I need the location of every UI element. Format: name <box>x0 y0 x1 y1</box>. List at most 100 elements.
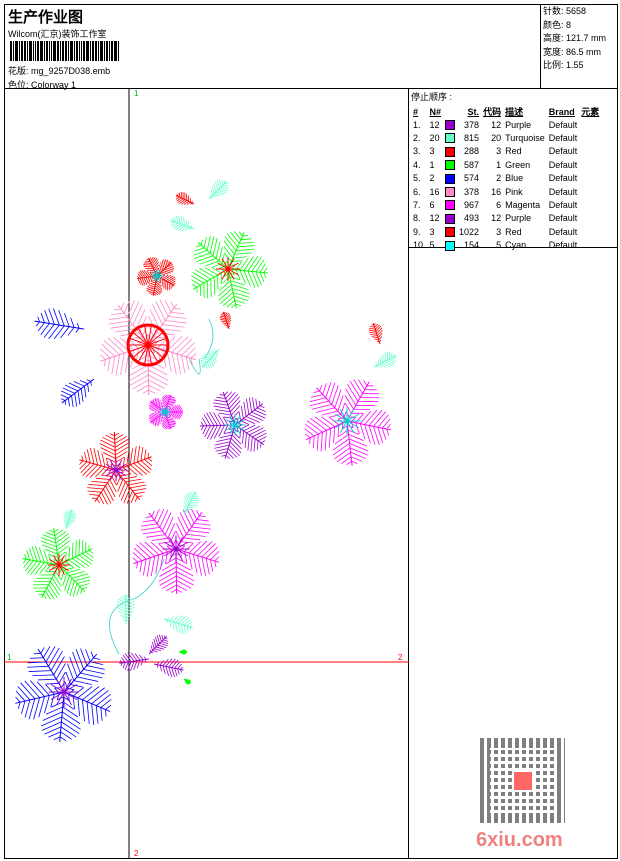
barcode-bar <box>79 41 80 61</box>
design-info: 针数: 5658 颜色: 8 高度: 121.7 mm 宽度: 86.5 mm … <box>540 4 618 88</box>
barcode-bar <box>74 41 75 61</box>
row-description: Pink <box>503 185 547 198</box>
barcode-bar <box>81 41 82 61</box>
row-element <box>579 198 601 211</box>
row-description: Cyan <box>503 239 547 252</box>
swatch-0 <box>445 120 455 130</box>
row-stitches: 1022 <box>457 225 481 238</box>
barcode-bar <box>62 41 64 61</box>
barcode-bar <box>86 41 89 61</box>
color-swatch <box>443 118 457 131</box>
barcode-bar <box>76 41 78 61</box>
row-description: Magenta <box>503 198 547 211</box>
watermark-site: 6xiu.com <box>476 829 563 852</box>
row-stitches: 378 <box>457 185 481 198</box>
swatch-7 <box>445 214 455 224</box>
row-code: 5 <box>481 239 503 252</box>
color-swatch <box>443 239 457 252</box>
design-scale: 比例: 1.55 <box>543 59 616 73</box>
row-index: 2. <box>411 131 428 144</box>
color-swatch <box>443 145 457 158</box>
barcode-bar <box>21 41 23 61</box>
row-index: 5. <box>411 172 428 185</box>
seal-stamp <box>512 770 534 792</box>
barcode-bar <box>53 41 56 61</box>
swatch-5 <box>445 187 455 197</box>
row-needle: 3 <box>428 225 444 238</box>
barcode-bar <box>40 41 43 61</box>
col-stitches: St. <box>457 105 481 118</box>
row-needle: 6 <box>428 198 444 211</box>
color-swatch <box>443 198 457 211</box>
barcode-bar <box>60 41 61 61</box>
embroidery-canvas: 1 2 1 2 <box>4 89 409 859</box>
row-index: 7. <box>411 198 428 211</box>
row-stitches: 288 <box>457 145 481 158</box>
barcode-bar <box>13 41 14 61</box>
row-brand: Default <box>547 239 580 252</box>
row-element <box>579 145 601 158</box>
row-element <box>579 212 601 225</box>
col-brand: Brand <box>547 105 580 118</box>
barcode-bar <box>24 41 26 61</box>
row-code: 1 <box>481 158 503 171</box>
row-element <box>579 158 601 171</box>
barcode-bar <box>27 41 28 61</box>
design-label: 花版: <box>8 66 29 76</box>
barcode-bar <box>33 41 34 61</box>
stitch-count: 针数: 5658 <box>543 5 616 19</box>
col-code: 代码 <box>481 105 503 118</box>
barcode-bar <box>104 41 105 61</box>
barcode-bar <box>109 41 110 61</box>
design-file: 花版: mg_9257D038.emb <box>8 64 110 77</box>
color-swatch <box>443 225 457 238</box>
row-needle: 12 <box>428 212 444 225</box>
barcode-bar <box>65 41 67 61</box>
design-width: 宽度: 86.5 mm <box>543 46 616 60</box>
color-swatch <box>443 172 457 185</box>
watermark: 6xiu.com <box>470 735 590 855</box>
row-stitches: 493 <box>457 212 481 225</box>
row-needle: 12 <box>428 118 444 131</box>
row-needle: 5 <box>428 239 444 252</box>
guide-label-right: 2 <box>398 653 403 662</box>
barcode-bar <box>49 41 50 61</box>
barcode-bar <box>92 41 94 61</box>
barcode-bar <box>95 41 97 61</box>
row-element <box>579 225 601 238</box>
row-code: 6 <box>481 198 503 211</box>
row-index: 3. <box>411 145 428 158</box>
barcode-bar <box>19 41 20 61</box>
barcode-bar <box>57 41 59 61</box>
barcode-bar <box>70 41 73 61</box>
barcode-bar <box>111 41 113 61</box>
row-needle: 20 <box>428 131 444 144</box>
design-height: 高度: 121.7 mm <box>543 32 616 46</box>
row-code: 3 <box>481 145 503 158</box>
row-brand: Default <box>547 212 580 225</box>
row-brand: Default <box>547 118 580 131</box>
guide-label-left: 1 <box>7 653 12 662</box>
barcode <box>10 41 186 61</box>
row-stitches: 574 <box>457 172 481 185</box>
swatch-4 <box>445 174 455 184</box>
barcode-bar <box>98 41 99 61</box>
sequence-title: 停止顺序 : <box>411 90 616 103</box>
swatch-9 <box>445 241 455 251</box>
row-brand: Default <box>547 145 580 158</box>
row-element <box>579 185 601 198</box>
row-needle: 2 <box>428 172 444 185</box>
barcode-bar <box>37 41 39 61</box>
barcode-bar <box>83 41 85 61</box>
color-swatch <box>443 212 457 225</box>
row-description: Green <box>503 158 547 171</box>
